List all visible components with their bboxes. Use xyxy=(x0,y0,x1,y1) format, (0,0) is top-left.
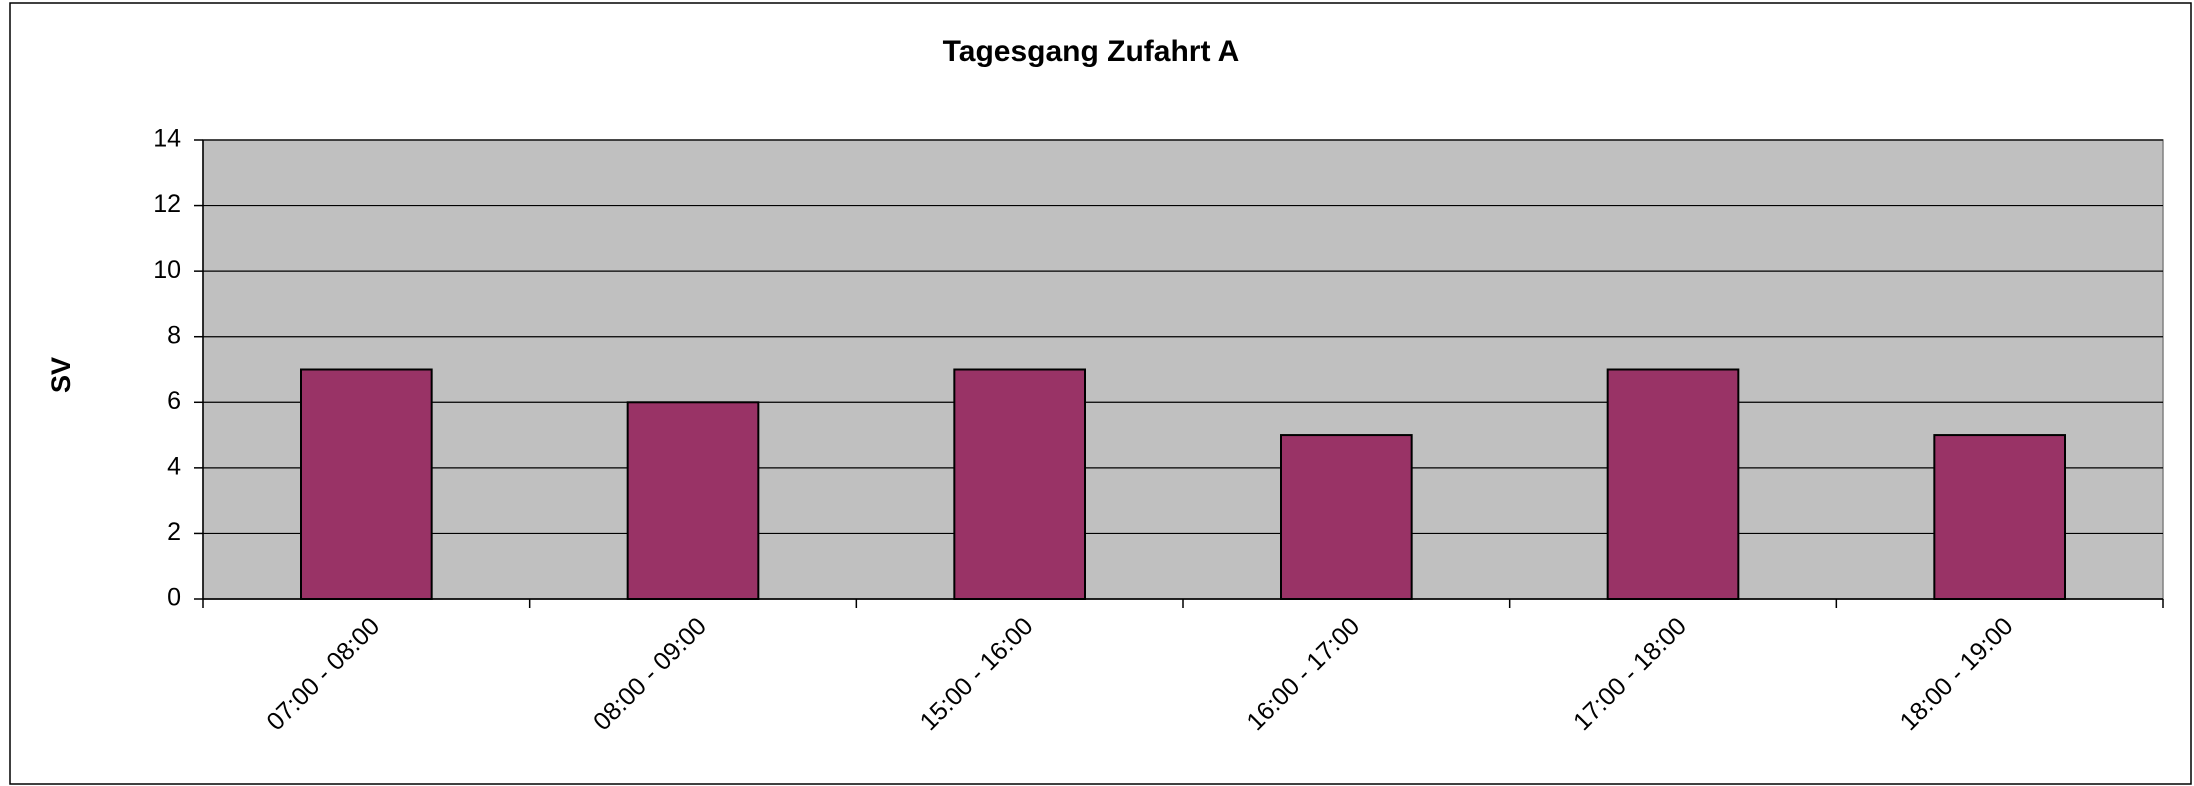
bar xyxy=(953,368,1086,600)
y-tick-label: 8 xyxy=(167,321,181,349)
y-tick-label: 4 xyxy=(167,452,181,480)
chart-title: Tagesgang Zufahrt A xyxy=(943,35,1240,68)
bar xyxy=(1280,434,1413,601)
y-tick-label: 12 xyxy=(153,190,181,218)
y-tick-label: 14 xyxy=(153,125,181,153)
y-tick-label: 10 xyxy=(153,256,181,284)
y-axis-label: SV xyxy=(46,357,76,393)
plot-area xyxy=(202,139,2164,600)
bar xyxy=(626,401,760,600)
y-tick-label: 0 xyxy=(167,584,181,612)
y-tick-label: 6 xyxy=(167,387,181,415)
bar xyxy=(300,368,433,600)
bar xyxy=(1606,368,1740,600)
y-tick-label: 2 xyxy=(167,518,181,546)
bar xyxy=(1933,434,2067,601)
